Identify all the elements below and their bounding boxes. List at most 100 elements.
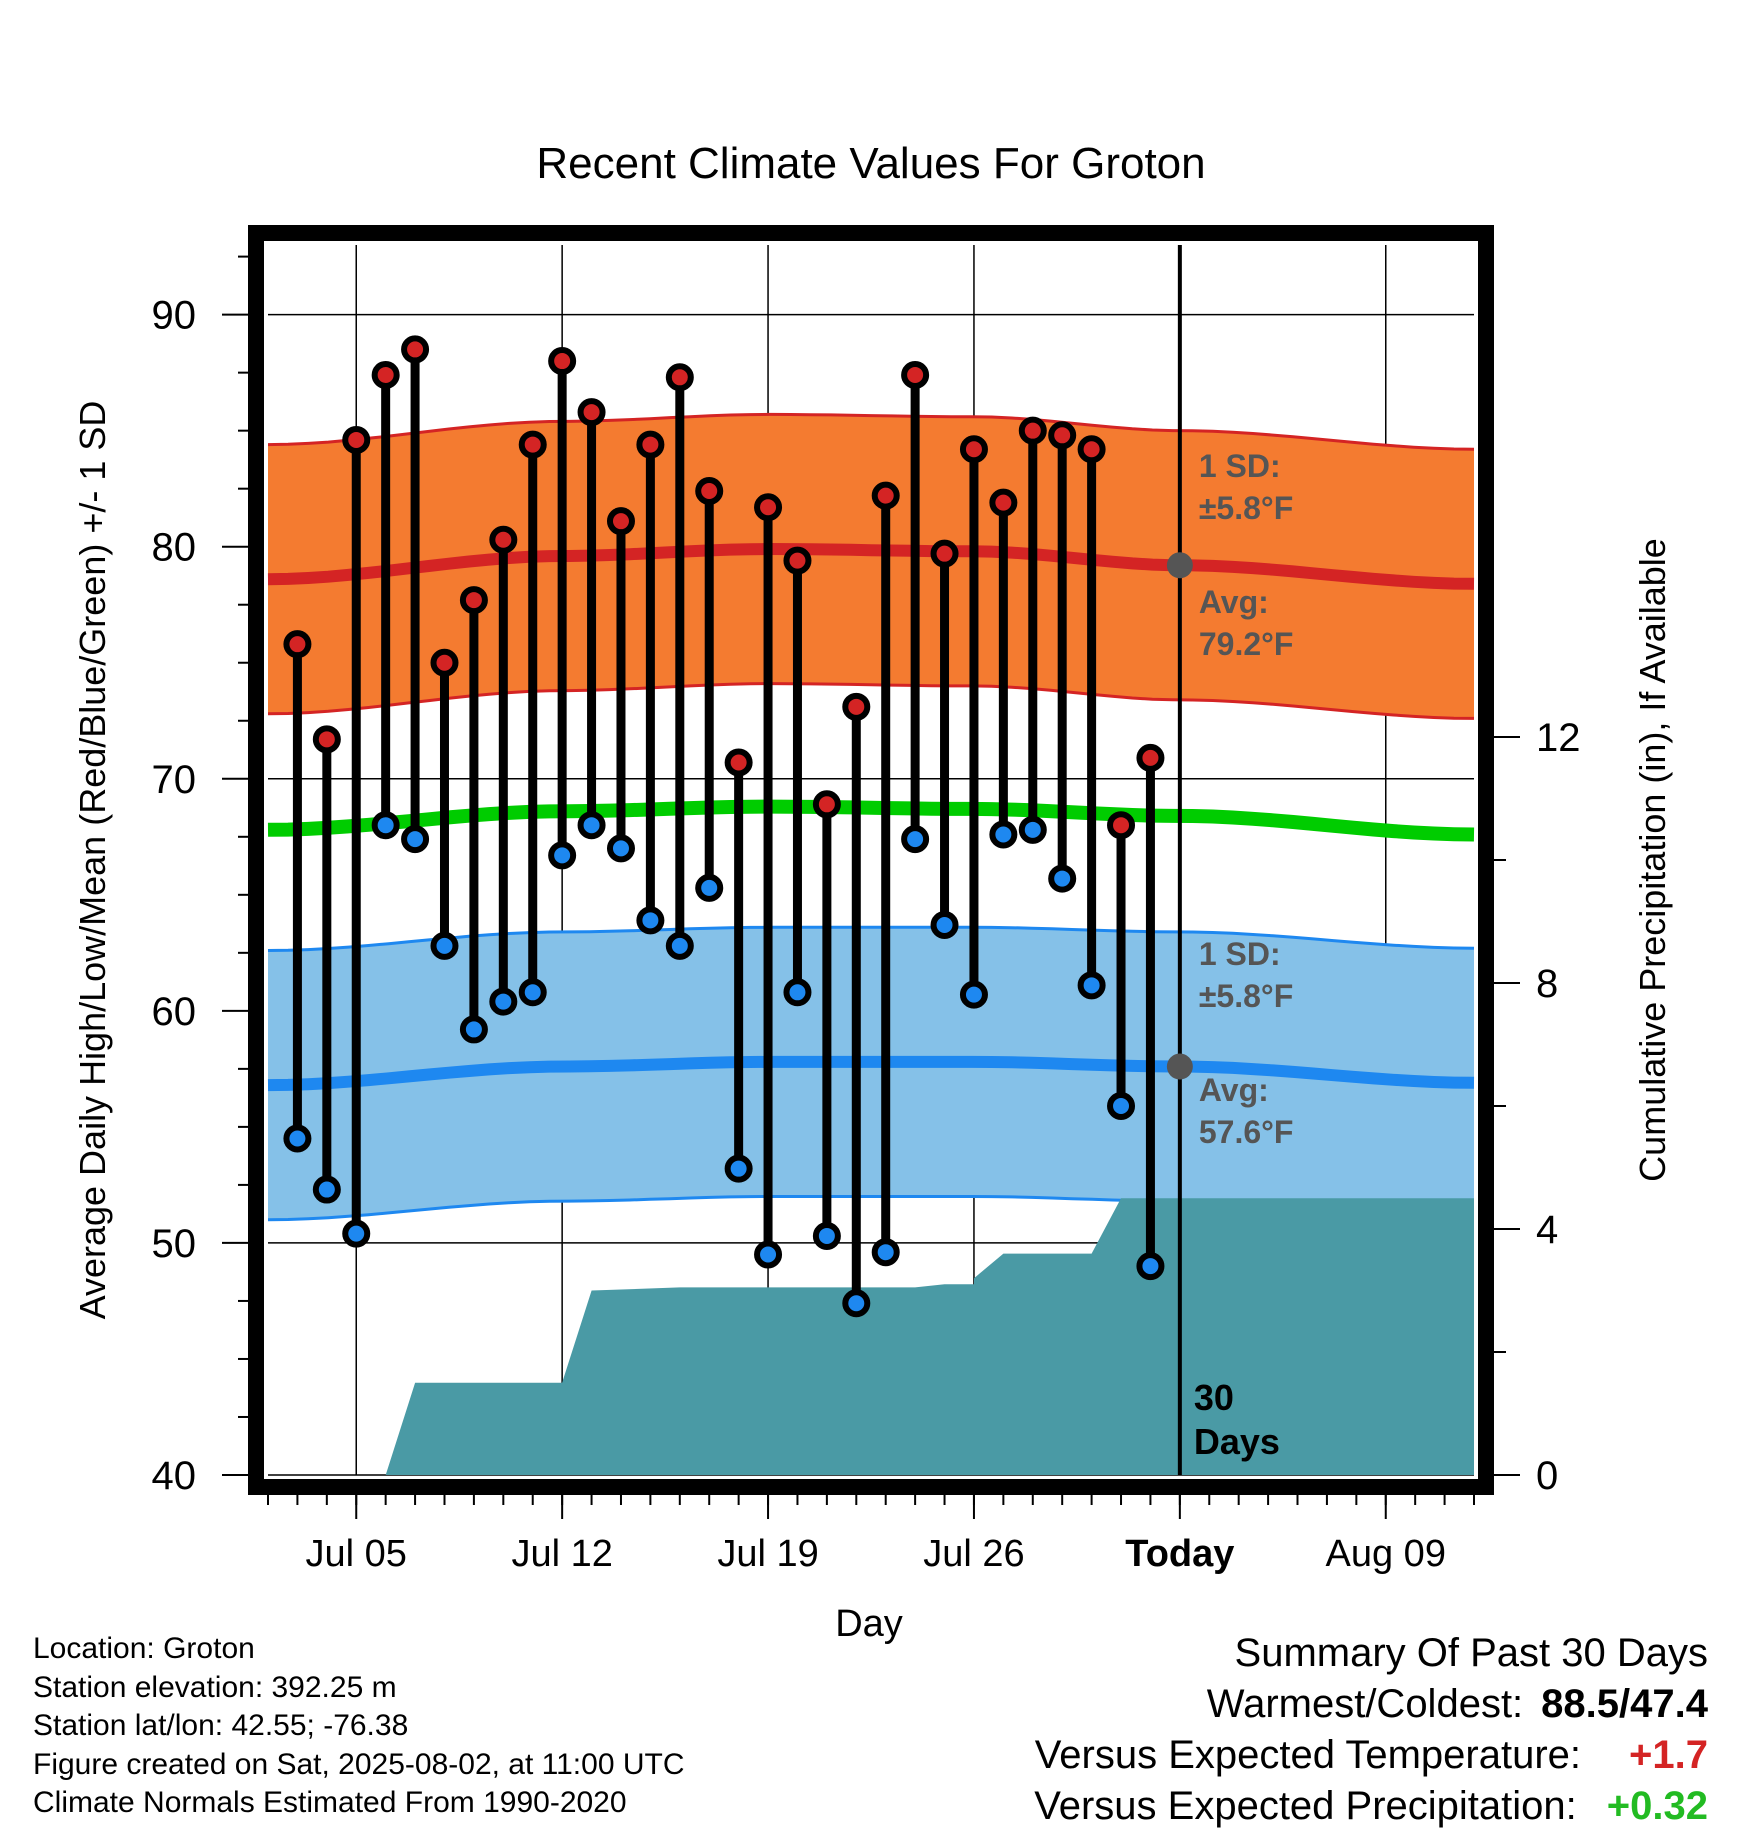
temp-value: +1.7 — [1629, 1733, 1708, 1777]
daily-high-point — [695, 477, 724, 505]
plot-frame — [248, 225, 1494, 1495]
daily-low-point — [636, 906, 665, 935]
y2-tick-label: 0 — [1536, 1454, 1558, 1498]
x-tick-label: Aug 09 — [1326, 1533, 1446, 1575]
daily-low-point — [548, 841, 577, 870]
high-sd-band-lower-edge — [267, 682, 1475, 720]
daily-low-point — [312, 1175, 341, 1204]
high-sd-label: 1 SD: ±5.8°F — [1199, 448, 1293, 526]
daily-low-point — [695, 873, 724, 902]
daily-high-point — [371, 360, 400, 389]
daily-high-point — [342, 425, 371, 454]
x-tick-label: Jul 26 — [923, 1533, 1024, 1575]
created-text: Figure created on Sat, 2025-08-02, at 11… — [33, 1747, 685, 1781]
location-text: Location: Groton — [33, 1632, 255, 1665]
daily-high-point — [1048, 421, 1077, 450]
daily-low-point — [371, 811, 400, 840]
daily-high-point — [577, 398, 606, 427]
normals-text: Climate Normals Estimated From 1990-2020 — [33, 1786, 627, 1819]
low-sd-band — [268, 927, 1474, 1220]
warmest-row: Warmest/Coldest: 88.5/47.4 — [1034, 1679, 1708, 1730]
y-tick-label: 40 — [152, 1454, 197, 1498]
daily-low-point — [871, 1238, 900, 1267]
daily-high-point — [959, 435, 988, 464]
precip-row: Versus Expected Precipitation: +0.32 — [1034, 1781, 1708, 1832]
y2-tick-label: 8 — [1536, 962, 1558, 1006]
daily-high-point — [871, 481, 900, 510]
daily-high-point — [754, 493, 783, 522]
daily-high-point — [1077, 435, 1106, 464]
daily-high-point — [783, 546, 812, 575]
x-tick-label: Today — [1125, 1533, 1234, 1575]
daily-low-point — [1077, 971, 1106, 1000]
latlon-text: Station lat/lon: 42.55; -76.38 — [33, 1709, 409, 1742]
daily-high-point — [930, 539, 959, 568]
y-tick-label: 80 — [152, 526, 197, 570]
y2-axis-label: Cumulative Precipitation (in), If Availa… — [1632, 538, 1673, 1182]
today-low-marker — [1166, 1053, 1193, 1080]
daily-low-point — [754, 1240, 783, 1269]
warmest-value: 88.5/47.4 — [1541, 1682, 1708, 1726]
daily-high-point — [459, 586, 488, 615]
daily-low-point — [1018, 815, 1047, 844]
daily-low-point — [459, 1015, 488, 1044]
daily-low-point — [430, 931, 459, 960]
daily-observations — [283, 335, 1165, 1318]
daily-low-point — [959, 980, 988, 1009]
low-avg-label: Avg: 57.6°F — [1199, 1072, 1294, 1150]
daily-high-point — [724, 748, 753, 777]
daily-high-point — [812, 790, 841, 819]
daily-high-point — [430, 648, 459, 677]
daily-high-point — [548, 347, 577, 376]
y2-tick-label: 4 — [1536, 1208, 1558, 1252]
y2-axis: 0 4 8 12 — [1494, 716, 1581, 1498]
y-tick-label: 50 — [152, 1222, 197, 1266]
y2-tick-label: 12 — [1536, 716, 1581, 760]
daily-high-point — [1107, 811, 1136, 840]
daily-high-point — [636, 430, 665, 459]
warmest-label: Warmest/Coldest: — [1206, 1682, 1524, 1726]
daily-low-point — [489, 987, 518, 1016]
daily-low-point — [842, 1289, 871, 1318]
daily-high-point — [1018, 416, 1047, 445]
high-sd-band — [268, 414, 1474, 719]
daily-low-point — [989, 820, 1018, 849]
daily-high-point — [901, 360, 930, 389]
daily-low-point — [665, 931, 694, 960]
daily-high-point — [283, 630, 312, 659]
elevation-text: Station elevation: 392.25 m — [33, 1670, 397, 1704]
normal-high-line — [267, 542, 1475, 590]
daily-low-point — [577, 811, 606, 840]
daily-high-point — [842, 692, 871, 721]
precip-area — [268, 1198, 1474, 1475]
y-tick-label: 60 — [152, 990, 197, 1034]
daily-low-point — [342, 1219, 371, 1248]
daily-high-point — [401, 335, 430, 364]
x-tick-label: Jul 05 — [306, 1533, 407, 1575]
x-axis: Jul 05 Jul 12 Jul 19 Jul 26 Today Aug 09 — [267, 1495, 1475, 1575]
y-tick-label: 90 — [152, 294, 197, 338]
low-sd-label: 1 SD: ±5.8°F — [1199, 936, 1293, 1014]
daily-low-point — [606, 834, 635, 863]
high-avg-label: Avg: 79.2°F — [1199, 584, 1294, 662]
normal-mean-line — [267, 799, 1475, 842]
daily-high-point — [1136, 743, 1165, 772]
daily-low-point — [783, 978, 812, 1007]
daily-low-point — [518, 978, 547, 1007]
daily-high-point — [312, 725, 341, 754]
daily-low-point — [401, 825, 430, 854]
daily-low-point — [812, 1221, 841, 1250]
low-sd-band-upper-edge — [267, 925, 1475, 952]
daily-low-point — [1048, 864, 1077, 893]
temp-row: Versus Expected Temperature: +1.7 — [1034, 1730, 1708, 1781]
daily-low-point — [901, 825, 930, 854]
today-high-marker — [1166, 552, 1193, 579]
station-info: Location: Groton Station elevation: 392.… — [33, 1630, 685, 1823]
x-tick-label: Jul 12 — [511, 1533, 612, 1575]
daily-low-point — [930, 910, 959, 939]
summary-panel: Summary Of Past 30 Days Warmest/Coldest:… — [1034, 1628, 1708, 1832]
chart-title: Recent Climate Values For Groton — [536, 139, 1205, 188]
daily-high-point — [518, 430, 547, 459]
window-label: 30 Days — [1194, 1377, 1280, 1462]
